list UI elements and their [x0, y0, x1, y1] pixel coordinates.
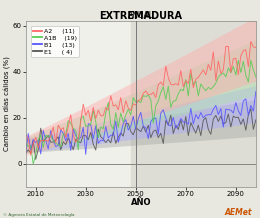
X-axis label: AÑO: AÑO: [131, 198, 151, 207]
Text: AEMet: AEMet: [225, 208, 252, 217]
Y-axis label: Cambio en días cálidos (%): Cambio en días cálidos (%): [4, 57, 11, 152]
Bar: [131, 21, 258, 187]
Legend: A2     (11), A1B    (19), B1     (13), E1     ( 4): A2 (11), A1B (19), B1 (13), E1 ( 4): [31, 26, 79, 57]
Title: EXTREMADURA: EXTREMADURA: [99, 11, 182, 21]
Text: © Agencia Estatal de Meteorología: © Agencia Estatal de Meteorología: [3, 213, 74, 217]
Text: ANUAL: ANUAL: [128, 11, 154, 20]
